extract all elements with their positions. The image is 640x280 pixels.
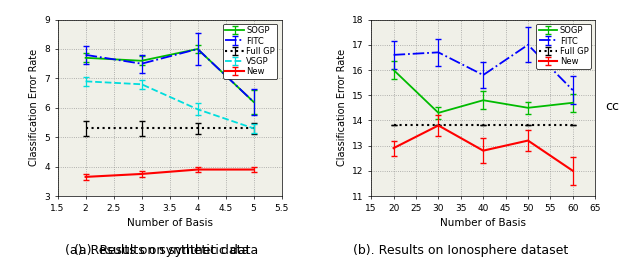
Y-axis label: Classification Error Rate: Classification Error Rate	[337, 49, 346, 166]
Legend: SOGP, FITC, Full GP, New: SOGP, FITC, Full GP, New	[536, 24, 591, 69]
Legend: SOGP, FITC, Full GP, VSGP, New: SOGP, FITC, Full GP, VSGP, New	[223, 24, 277, 79]
X-axis label: Number of Basis: Number of Basis	[440, 218, 526, 228]
Text: cc: cc	[605, 100, 619, 113]
Text: (a). Results on synthetic data: (a). Results on synthetic data	[65, 244, 249, 256]
X-axis label: Number of Basis: Number of Basis	[127, 218, 212, 228]
Y-axis label: Classification Error Rate: Classification Error Rate	[29, 49, 38, 166]
Text: (a). Results on synthetic data: (a). Results on synthetic data	[74, 244, 259, 256]
Text: (b). Results on Ionosphere dataset: (b). Results on Ionosphere dataset	[353, 244, 568, 256]
